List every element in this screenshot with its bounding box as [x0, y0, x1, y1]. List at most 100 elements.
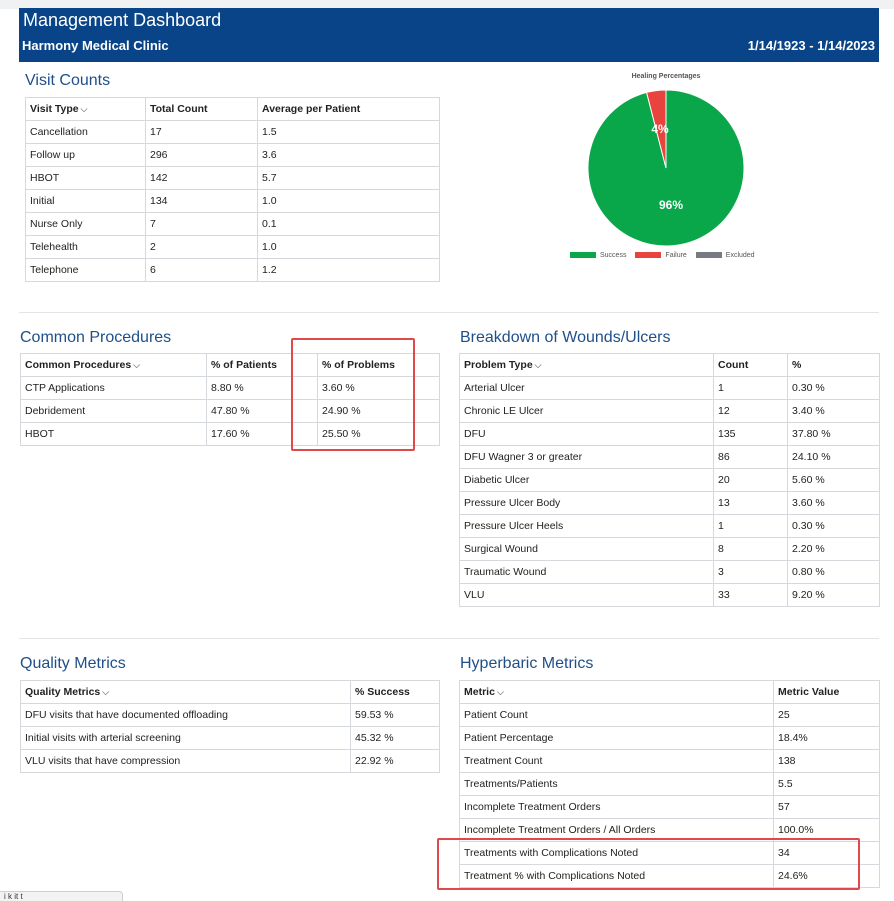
table-row[interactable]: CTP Applications 8.80 % 3.60 % [20, 376, 440, 400]
table-row[interactable]: Initial 134 1.0 [25, 189, 440, 213]
table-row[interactable]: Treatments/Patients 5.5 [459, 772, 880, 796]
column-header-label: Common Procedures [25, 359, 132, 371]
table-row[interactable]: Initial visits with arterial screening 45… [20, 726, 440, 750]
table-cell: DFU Wagner 3 or greater [459, 445, 714, 469]
pie-label-failure: 4% [651, 122, 669, 136]
chevron-down-icon[interactable]: ⌵ [534, 360, 542, 370]
table-row[interactable]: HBOT 17.60 % 25.50 % [20, 422, 440, 446]
table-row[interactable]: HBOT 142 5.7 [25, 166, 440, 190]
table-cell: 2 [145, 235, 258, 259]
table-cell: 1.5 [257, 120, 440, 144]
table-cell: 25.50 % [317, 422, 440, 446]
table-row[interactable]: Treatments with Complications Noted 34 [459, 841, 880, 865]
table-cell: 3.60 % [787, 491, 880, 515]
top-strip [0, 0, 894, 9]
legend-item-excluded[interactable]: Excluded [695, 252, 755, 259]
dashboard-header: Management Dashboard Harmony Medical Cli… [19, 8, 879, 62]
table-row[interactable]: DFU 135 37.80 % [459, 422, 880, 446]
highlight-box [437, 838, 860, 890]
table-cell: HBOT [20, 422, 207, 446]
legend-swatch [695, 252, 722, 259]
table-cell: 18.4% [773, 726, 880, 750]
table-cell: Pressure Ulcer Heels [459, 514, 714, 538]
table-cell: 138 [773, 749, 880, 773]
table-cell: DFU visits that have documented offloadi… [20, 703, 351, 727]
table-row[interactable]: Follow up 296 3.6 [25, 143, 440, 167]
table-row[interactable]: Debridement 47.80 % 24.90 % [20, 399, 440, 423]
table-cell: 37.80 % [787, 422, 880, 446]
table-row[interactable]: Chronic LE Ulcer 12 3.40 % [459, 399, 880, 423]
quality-metrics-table: Quality Metrics ⌵ % Success DFU visits th… [20, 680, 440, 773]
table-row[interactable]: Cancellation 17 1.5 [25, 120, 440, 144]
table-cell: HBOT [25, 166, 146, 190]
table-cell: 3.60 % [317, 376, 440, 400]
chevron-down-icon[interactable]: ⌵ [496, 687, 504, 697]
status-tab[interactable]: i k it t [0, 891, 123, 901]
table-row[interactable]: Diabetic Ulcer 20 5.60 % [459, 468, 880, 492]
table-row[interactable]: Traumatic Wound 3 0.80 % [459, 560, 880, 584]
column-header-quality-metric[interactable]: Quality Metrics ⌵ [20, 680, 351, 704]
table-cell: 1.0 [257, 235, 440, 259]
table-cell: Treatment Count [459, 749, 774, 773]
legend-item-success[interactable]: Success [570, 252, 626, 259]
table-cell: Treatments/Patients [459, 772, 774, 796]
table-cell: 0.1 [257, 212, 440, 236]
table-row[interactable]: Patient Count 25 [459, 703, 880, 727]
healing-percentages-chart: Healing Percentages 4% 96% [562, 70, 770, 270]
column-header-label: Quality Metrics [25, 686, 101, 698]
table-row[interactable]: Treatment % with Complications Noted 24.6… [459, 864, 880, 888]
table-cell: Pressure Ulcer Body [459, 491, 714, 515]
chevron-down-icon[interactable]: ⌵ [133, 360, 141, 370]
table-row[interactable]: VLU 33 9.20 % [459, 583, 880, 607]
column-header-procedure[interactable]: Common Procedures ⌵ [20, 353, 207, 377]
table-cell: Patient Percentage [459, 726, 774, 750]
column-header-label: Metric [464, 686, 495, 698]
table-header-row: Quality Metrics ⌵ % Success [20, 680, 440, 704]
table-row[interactable]: Arterial Ulcer 1 0.30 % [459, 376, 880, 400]
table-cell: 1 [713, 514, 788, 538]
table-cell: Initial visits with arterial screening [20, 726, 351, 750]
table-row[interactable]: Pressure Ulcer Body 13 3.60 % [459, 491, 880, 515]
table-row[interactable]: Telehealth 2 1.0 [25, 235, 440, 259]
column-header-problem-type[interactable]: Problem Type ⌵ [459, 353, 714, 377]
column-header-total-count: Total Count [145, 97, 258, 121]
chevron-down-icon[interactable]: ⌵ [102, 687, 110, 697]
column-header-metric-value: Metric Value [773, 680, 880, 704]
table-cell: Patient Count [459, 703, 774, 727]
table-cell: 8.80 % [206, 376, 318, 400]
column-header-metric[interactable]: Metric ⌵ [459, 680, 774, 704]
table-cell: 13 [713, 491, 788, 515]
table-cell: 2.20 % [787, 537, 880, 561]
common-procedures-table: Common Procedures ⌵ % of Patients % of Pr… [20, 353, 440, 446]
table-row[interactable]: Surgical Wound 8 2.20 % [459, 537, 880, 561]
table-cell: 57 [773, 795, 880, 819]
table-cell: Cancellation [25, 120, 146, 144]
table-row[interactable]: Telephone 6 1.2 [25, 258, 440, 282]
table-row[interactable]: DFU visits that have documented offloadi… [20, 703, 440, 727]
table-cell: 17 [145, 120, 258, 144]
table-row[interactable]: Incomplete Treatment Orders 57 [459, 795, 880, 819]
table-cell: 24.10 % [787, 445, 880, 469]
chevron-down-icon[interactable]: ⌵ [80, 104, 88, 114]
table-row[interactable]: Pressure Ulcer Heels 1 0.30 % [459, 514, 880, 538]
table-cell: 1.2 [257, 258, 440, 282]
section-divider [19, 638, 879, 639]
table-cell: 296 [145, 143, 258, 167]
pie-slice-failure[interactable] [645, 89, 667, 169]
table-cell: 142 [145, 166, 258, 190]
table-row[interactable]: Nurse Only 7 0.1 [25, 212, 440, 236]
quality-metrics-title: Quality Metrics [20, 655, 126, 672]
column-header-count: Count [713, 353, 788, 377]
table-cell: Surgical Wound [459, 537, 714, 561]
table-cell: 1 [713, 376, 788, 400]
chart-title: Healing Percentages [631, 73, 701, 80]
table-row[interactable]: DFU Wagner 3 or greater 86 24.10 % [459, 445, 880, 469]
table-row[interactable]: Patient Percentage 18.4% [459, 726, 880, 750]
table-cell: 5.60 % [787, 468, 880, 492]
table-cell: Telehealth [25, 235, 146, 259]
legend-item-failure[interactable]: Failure [635, 252, 687, 259]
table-row[interactable]: VLU visits that have compression 22.92 % [20, 749, 440, 773]
common-procedures-title: Common Procedures [20, 329, 172, 346]
column-header-visit-type[interactable]: Visit Type ⌵ [25, 97, 146, 121]
table-row[interactable]: Treatment Count 138 [459, 749, 880, 773]
